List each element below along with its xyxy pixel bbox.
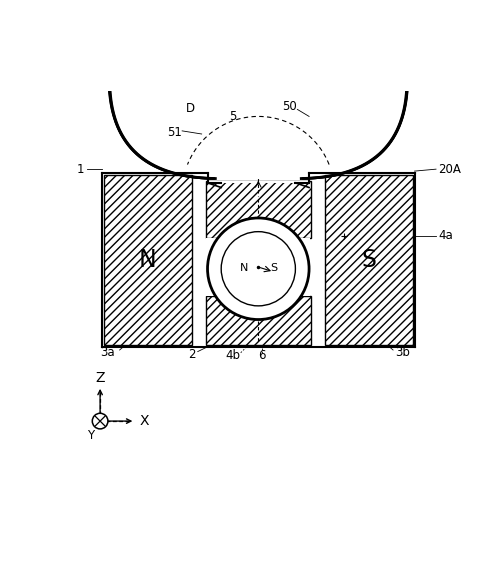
Bar — [206, 238, 310, 296]
Text: 4b: 4b — [225, 349, 240, 362]
Circle shape — [221, 232, 295, 306]
Text: 50: 50 — [282, 100, 297, 113]
Text: 2: 2 — [188, 348, 196, 361]
Text: S: S — [270, 263, 278, 273]
Text: 4a: 4a — [438, 229, 453, 242]
Text: 3b: 3b — [395, 346, 410, 359]
Text: S: S — [361, 248, 376, 272]
Text: 6: 6 — [259, 349, 266, 362]
Text: 51: 51 — [167, 125, 182, 138]
Text: N: N — [240, 263, 248, 273]
Bar — [104, 175, 413, 345]
Text: 20A: 20A — [438, 163, 461, 176]
Text: Y: Y — [87, 429, 94, 442]
Text: X: X — [139, 414, 149, 428]
Bar — [206, 296, 311, 345]
Circle shape — [92, 413, 108, 429]
Bar — [104, 175, 192, 345]
Bar — [325, 175, 413, 345]
Bar — [208, 181, 308, 183]
Text: D: D — [185, 102, 195, 115]
Text: 1: 1 — [77, 163, 85, 176]
Text: 3a: 3a — [101, 346, 115, 359]
Text: Z: Z — [95, 371, 105, 385]
Text: 5: 5 — [229, 110, 236, 123]
Bar — [206, 181, 311, 238]
Text: N: N — [139, 248, 157, 272]
Circle shape — [208, 218, 309, 320]
